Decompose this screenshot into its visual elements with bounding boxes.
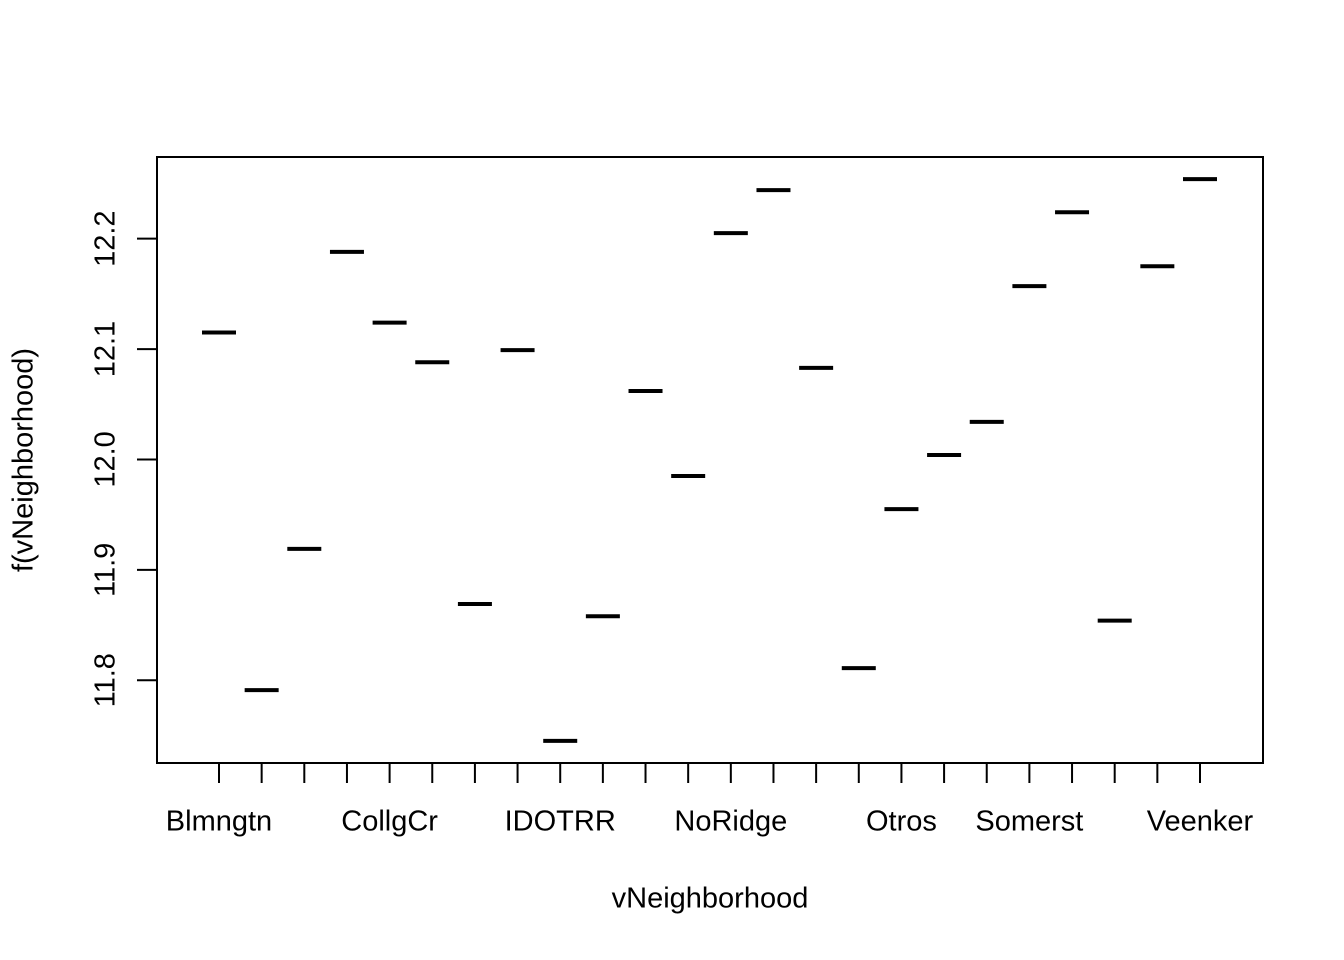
plot-frame (156, 156, 1264, 764)
x-tick-label: Blmngtn (166, 806, 272, 838)
y-tick-label: 12.0 (90, 431, 122, 487)
x-tick-label: NoRidge (674, 806, 787, 838)
y-tick-label: 12.2 (90, 210, 122, 266)
x-tick-label: Veenker (1147, 806, 1254, 838)
y-axis-title: f(vNeighborhood) (8, 348, 40, 572)
x-tick-label: Somerst (975, 806, 1083, 838)
x-tick-label: Otros (866, 806, 937, 838)
y-tick-label: 12.1 (90, 321, 122, 377)
x-tick-label: CollgCr (341, 806, 438, 838)
y-tick-label: 11.9 (90, 543, 122, 597)
y-tick-label: 11.8 (90, 653, 122, 707)
x-tick-label: IDOTRR (505, 806, 616, 838)
x-axis-title: vNeighborhood (612, 883, 809, 915)
